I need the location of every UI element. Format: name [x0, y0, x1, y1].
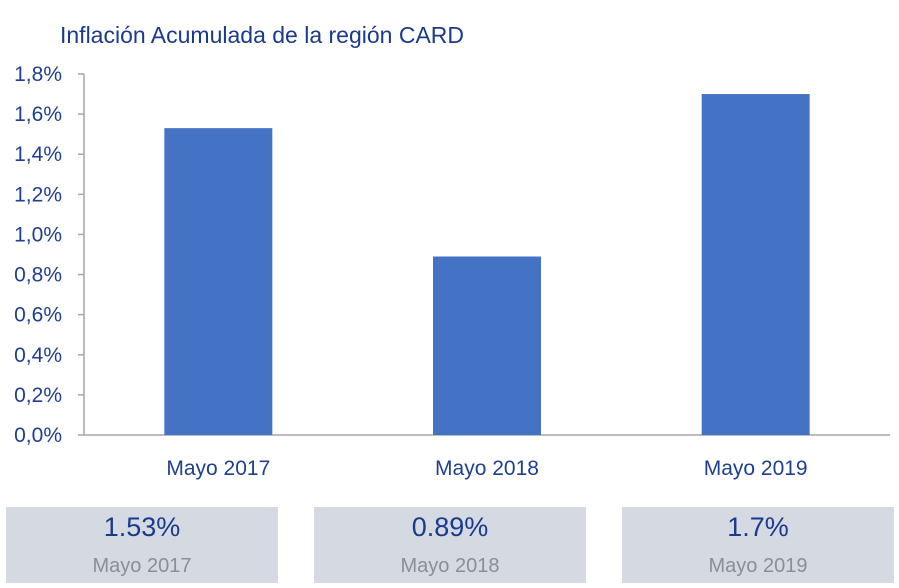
summary-card-2019: 1.7% Mayo 2019: [622, 507, 894, 583]
chart-title: Inflación Acumulada de la región CARD: [60, 22, 465, 48]
bar: [164, 128, 273, 435]
summary-card-label: Mayo 2017: [92, 555, 192, 577]
summary-card-value: 0.89%: [411, 512, 489, 542]
summary-card-2018: 0.89% Mayo 2018: [314, 507, 586, 583]
summary-card-label: Mayo 2019: [708, 555, 808, 577]
y-tick-label: 0,8%: [14, 264, 62, 287]
y-tick-label: 1,4%: [14, 143, 62, 166]
bar-chart: 0,0% 0,2% 0,4% 0,6% 0,8% 1,0% 1,2% 1,4% 1,6% 1,8%…: [14, 63, 890, 480]
summary-card-value: 1.53%: [103, 512, 181, 542]
y-tick-label: 0,4%: [14, 344, 62, 367]
summary-card-value: 1.7%: [727, 512, 789, 542]
y-tick-label: 0,0%: [14, 424, 62, 447]
summary-card-label: Mayo 2018: [400, 555, 500, 577]
summary-card-2017: 1.53% Mayo 2017: [6, 507, 278, 583]
y-tick-label: 0,2%: [14, 384, 62, 407]
x-tick-label: Mayo 2018: [435, 457, 539, 480]
y-tick-label: 1,0%: [14, 223, 62, 246]
x-tick-label: Mayo 2019: [704, 457, 808, 480]
y-tick-label: 1,6%: [14, 103, 62, 126]
y-tick-label: 1,8%: [14, 63, 62, 86]
x-tick-label: Mayo 2017: [166, 457, 270, 480]
bar: [433, 256, 541, 435]
y-tick-label: 0,6%: [14, 304, 62, 327]
y-tick-label: 1,2%: [14, 183, 62, 206]
bar: [701, 94, 810, 436]
